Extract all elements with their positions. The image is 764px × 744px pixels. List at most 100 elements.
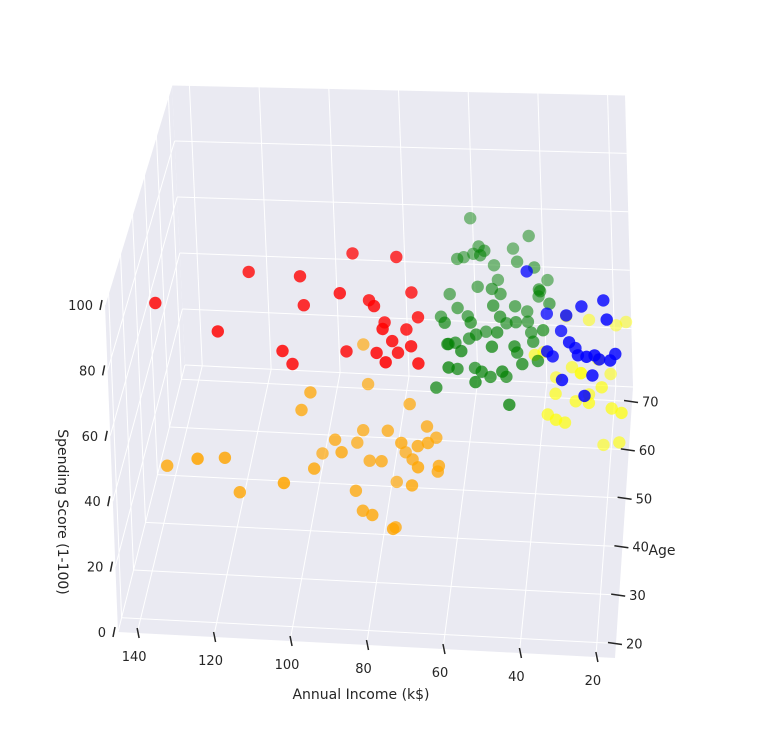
- grid-line-age: [120, 253, 135, 571]
- grid-line-score: [112, 252, 181, 502]
- data-point-cluster-2: [543, 297, 556, 310]
- data-point-cluster-2: [541, 273, 554, 287]
- data-point-cluster-2: [536, 324, 550, 337]
- grid-line-age: [133, 569, 620, 596]
- y-tick-label: 70: [642, 396, 659, 411]
- data-point-cluster-3: [277, 476, 291, 490]
- data-point-cluster-2: [493, 310, 507, 323]
- data-point-cluster-1: [276, 344, 289, 358]
- data-point-cluster-3: [357, 424, 370, 437]
- data-point-cluster-3: [386, 522, 400, 536]
- y-tick-label: 50: [636, 492, 653, 507]
- data-point-cluster-1: [333, 287, 346, 300]
- data-point-cluster-3: [361, 377, 375, 391]
- data-point-cluster-3: [218, 451, 232, 464]
- grid-line-score: [114, 308, 183, 567]
- data-point-cluster-4: [604, 354, 617, 367]
- grid-line-age: [157, 474, 626, 499]
- z-tick-label: 0: [98, 626, 106, 641]
- grid-line-income: [213, 369, 272, 638]
- data-point-cluster-3: [233, 486, 246, 499]
- data-point-cluster-3: [328, 433, 342, 446]
- x-tick-label: 140: [122, 650, 147, 665]
- data-point-cluster-2: [506, 242, 520, 255]
- x-tick-label: 20: [585, 674, 602, 689]
- data-point-cluster-5: [597, 438, 610, 452]
- grid-line-score: [109, 196, 178, 436]
- grid-line-score: [182, 308, 632, 330]
- data-point-cluster-2: [491, 273, 505, 287]
- z-tick-mark: [101, 365, 106, 376]
- data-point-cluster-2: [527, 335, 540, 348]
- data-point-cluster-3: [411, 439, 424, 453]
- grid-line-age: [132, 214, 147, 523]
- data-point-cluster-3: [356, 504, 370, 517]
- grid-line-income: [607, 94, 617, 387]
- data-point-cluster-1: [404, 340, 418, 353]
- grid-line-age: [121, 617, 616, 644]
- data-point-cluster-4: [600, 313, 613, 326]
- data-point-cluster-1: [400, 323, 413, 336]
- grid-line-score: [174, 140, 627, 154]
- data-point-cluster-1: [386, 334, 399, 348]
- data-point-cluster-3: [191, 452, 204, 465]
- data-point-cluster-5: [565, 361, 579, 374]
- grid-line-income: [289, 372, 341, 642]
- data-point-cluster-2: [521, 315, 535, 328]
- grid-line-score: [107, 140, 176, 371]
- data-point-cluster-2: [464, 212, 477, 225]
- grid-line-income: [518, 382, 548, 654]
- data-point-cluster-3: [395, 436, 408, 450]
- x-tick-label: 60: [432, 666, 449, 681]
- data-point-cluster-1: [340, 345, 353, 358]
- data-point-cluster-2: [441, 337, 454, 351]
- data-point-cluster-2: [510, 255, 524, 268]
- data-point-cluster-1: [149, 296, 162, 310]
- data-point-cluster-1: [242, 265, 255, 279]
- data-point-cluster-2: [455, 344, 468, 358]
- data-point-cluster-2: [516, 357, 529, 371]
- data-point-cluster-1: [346, 247, 359, 260]
- data-point-cluster-2: [531, 354, 545, 368]
- y-tick-label: 30: [629, 589, 646, 604]
- data-point-cluster-1: [376, 322, 389, 336]
- data-point-cluster-4: [540, 307, 553, 320]
- x-tick-mark: [289, 635, 293, 647]
- data-point-cluster-3: [366, 508, 379, 522]
- data-point-cluster-2: [485, 282, 499, 296]
- y-tick-mark: [607, 641, 623, 646]
- data-point-cluster-5: [615, 406, 628, 420]
- data-point-cluster-3: [420, 420, 434, 433]
- grid-line-age: [155, 136, 170, 428]
- data-point-cluster-2: [430, 381, 443, 394]
- data-point-cluster-4: [560, 309, 573, 322]
- x-tick-mark: [595, 651, 599, 663]
- grid-line-income: [366, 375, 410, 646]
- data-point-cluster-4: [597, 294, 610, 307]
- data-point-cluster-2: [469, 375, 482, 389]
- data-point-cluster-4: [520, 265, 533, 278]
- data-point-cluster-3: [161, 459, 174, 472]
- data-point-cluster-5: [595, 381, 608, 394]
- data-point-cluster-5: [619, 315, 633, 329]
- data-point-cluster-1: [293, 270, 307, 283]
- grid-line-score: [179, 252, 630, 271]
- data-point-cluster-4: [541, 345, 554, 358]
- data-point-cluster-1: [412, 357, 425, 370]
- grid-line-income: [188, 85, 203, 366]
- data-point-cluster-4: [578, 389, 591, 403]
- z-axis-label: Spending Score (1-100): [54, 429, 70, 595]
- data-point-cluster-2: [442, 361, 455, 374]
- x-tick-label: 120: [198, 654, 223, 669]
- data-point-cluster-4: [580, 350, 593, 363]
- data-point-cluster-2: [438, 316, 451, 329]
- data-point-cluster-3: [316, 447, 329, 460]
- data-point-cluster-2: [471, 280, 484, 293]
- x-tick-label: 100: [275, 658, 300, 673]
- data-point-cluster-3: [375, 455, 388, 468]
- z-tick-label: 80: [79, 364, 96, 379]
- data-point-cluster-2: [532, 283, 546, 296]
- grid-line-income: [595, 386, 617, 658]
- grid-line-score: [171, 84, 626, 96]
